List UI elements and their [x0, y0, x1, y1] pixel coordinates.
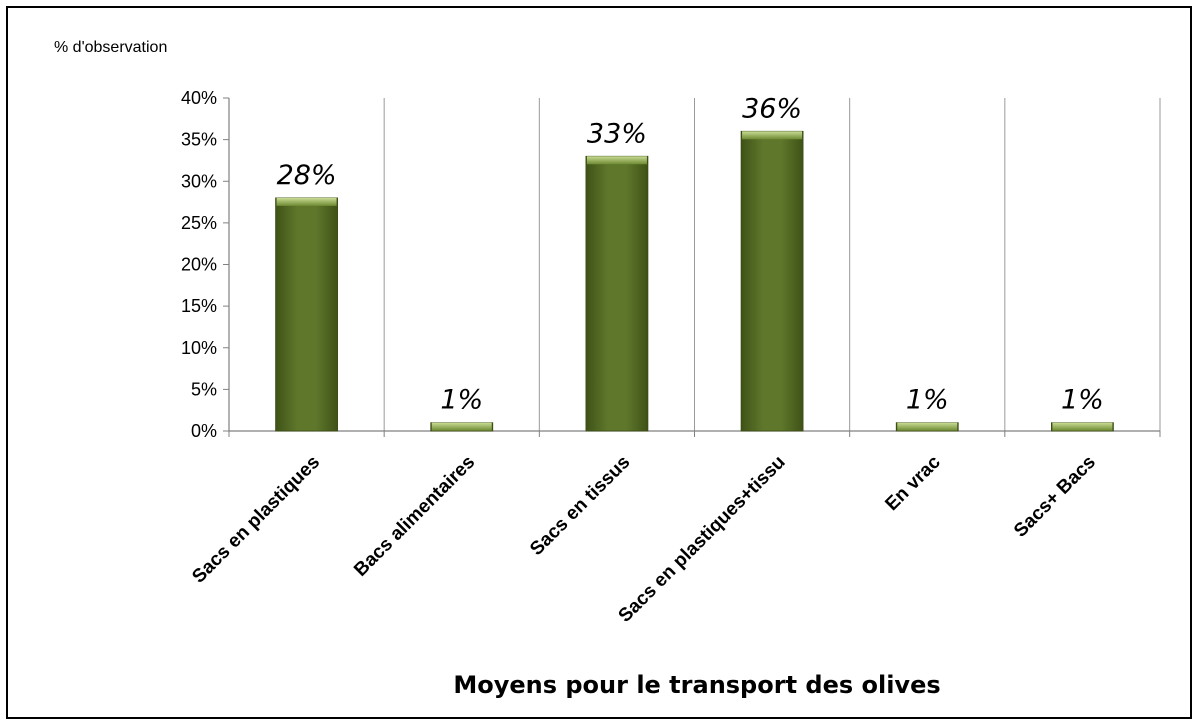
axes: [223, 97, 1161, 437]
y-tick-labels: 0% 5% 10% 15% 20% 25% 30% 35% 40%: [181, 88, 217, 441]
bar-highlight: [431, 422, 492, 431]
y-tick-label: 40%: [181, 88, 217, 108]
bar-highlight: [586, 156, 647, 165]
y-tick-label: 20%: [181, 255, 217, 275]
grid-lines: [383, 98, 1161, 431]
y-tick-label: 0%: [191, 421, 217, 441]
category-labels: Sacs en plastiques Bacs alimentaires Sacs …: [188, 451, 1100, 626]
category-label: Bacs alimentaires: [350, 452, 479, 581]
y-tick-label: 15%: [181, 296, 217, 316]
category-label: Sacs en tissus: [526, 452, 634, 560]
y-tick-label: 30%: [181, 171, 217, 191]
category-label: En vrac: [881, 451, 945, 515]
data-label: 1%: [1061, 385, 1104, 416]
bar: [740, 130, 804, 432]
y-tick-label: 25%: [181, 213, 217, 233]
category-label: Sacs en plastiques: [188, 452, 324, 588]
bar: [275, 197, 338, 432]
data-label: 1%: [906, 385, 949, 416]
bar-highlight: [276, 197, 337, 206]
y-axis-title: % d'observation: [54, 39, 167, 56]
bar-highlight: [742, 131, 803, 140]
data-label: 28%: [277, 160, 337, 191]
category-label: Sacs en plastiques+tissu: [615, 452, 790, 627]
x-axis-title: Moyens pour le transport des olives: [453, 671, 940, 699]
bar: [585, 155, 649, 432]
bar-highlight: [897, 422, 958, 431]
data-label: 1%: [440, 385, 483, 416]
y-tick-label: 10%: [181, 338, 217, 358]
y-tick-label: 35%: [181, 130, 217, 150]
bar-highlight: [1052, 422, 1113, 431]
data-label: 33%: [587, 118, 647, 149]
data-label: 36%: [742, 93, 802, 124]
category-label: Sacs+ Bacs: [1010, 452, 1100, 542]
data-labels: 28% 1% 33% 36% 1% 1%: [277, 93, 1104, 415]
y-tick-label: 5%: [191, 379, 217, 399]
bars: [275, 130, 1114, 432]
